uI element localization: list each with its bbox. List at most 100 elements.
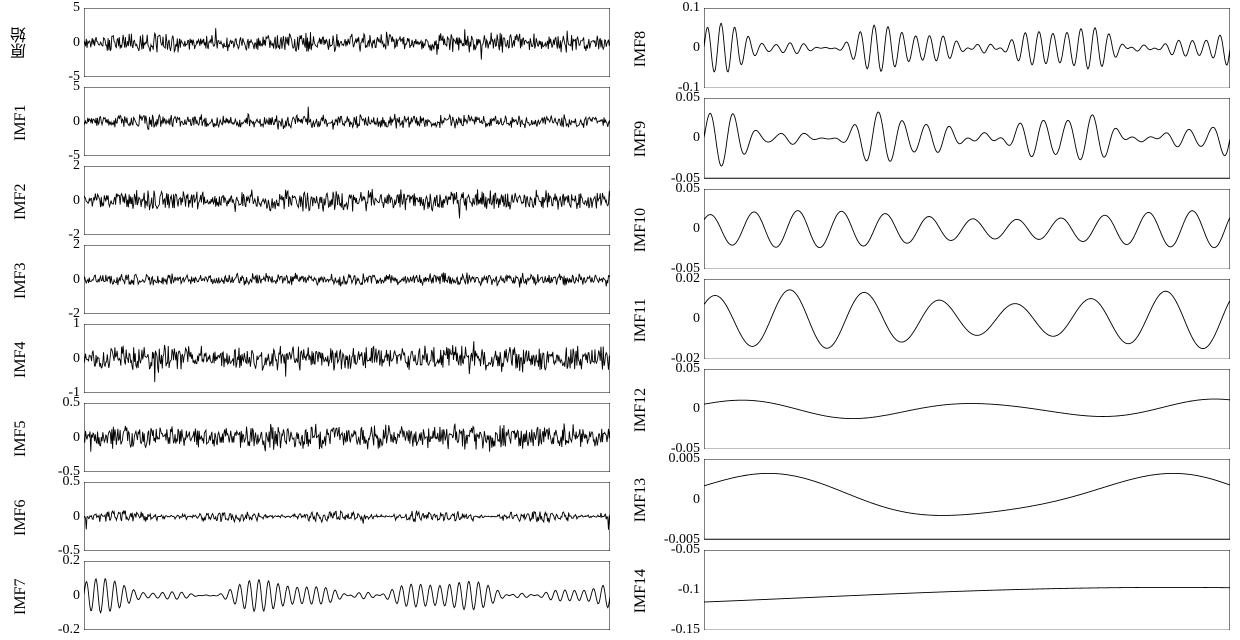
ytick: 0.05 <box>676 181 701 197</box>
signal-imf13 <box>704 474 1230 516</box>
signal-imf12 <box>704 399 1230 419</box>
yticks-imf10: -0.0500.05 <box>658 185 704 275</box>
panel-imf7: IMF7-0.200.2 <box>4 557 610 636</box>
yticks-orig: -505 <box>38 4 84 83</box>
signal-orig <box>84 28 610 59</box>
plot-imf14 <box>704 546 1230 636</box>
yticks-imf4: -101 <box>38 320 84 399</box>
ylabel-imf4: IMF4 <box>4 320 38 399</box>
plot-imf5 <box>84 399 610 478</box>
signal-imf3 <box>84 272 610 287</box>
panel-imf13: IMF13-0.00500.005 <box>624 455 1230 545</box>
ytick: 2 <box>73 158 80 174</box>
yticks-imf8: -0.100.1 <box>658 4 704 94</box>
panel-imf11: IMF11-0.0200.02 <box>624 275 1230 365</box>
signal-imf14 <box>704 587 1230 602</box>
left-column: 原始-505IMF1-505IMF2-202IMF3-202IMF4-101IM… <box>0 0 620 640</box>
ytick: 0 <box>73 35 80 51</box>
ylabel-imf13: IMF13 <box>624 455 658 545</box>
signal-imf1 <box>84 107 610 130</box>
ylabel-imf12: IMF12 <box>624 365 658 455</box>
ylabel-imf6: IMF6 <box>4 478 38 557</box>
right-column: IMF8-0.100.1IMF9-0.0500.05IMF10-0.0500.0… <box>620 0 1240 640</box>
panel-imf8: IMF8-0.100.1 <box>624 4 1230 94</box>
panel-imf12: IMF12-0.0500.05 <box>624 365 1230 455</box>
signal-imf5 <box>84 423 610 451</box>
ytick: 0 <box>73 351 80 367</box>
panel-orig: 原始-505 <box>4 4 610 83</box>
ytick: 0.5 <box>63 395 81 411</box>
ytick: 5 <box>73 0 80 16</box>
ylabel-imf7: IMF7 <box>4 557 38 636</box>
yticks-imf1: -505 <box>38 83 84 162</box>
yticks-imf9: -0.0500.05 <box>658 94 704 184</box>
ytick: 0 <box>693 401 700 417</box>
signal-imf9 <box>704 112 1230 166</box>
ytick: 0 <box>73 509 80 525</box>
ytick: 0 <box>73 114 80 130</box>
plot-imf7 <box>84 557 610 636</box>
signal-imf7 <box>84 579 610 613</box>
ytick: 0.02 <box>676 271 701 287</box>
signal-imf8 <box>704 23 1230 71</box>
ylabel-imf1: IMF1 <box>4 83 38 162</box>
plot-imf3 <box>84 241 610 320</box>
ytick: 0 <box>693 311 700 327</box>
ylabel-imf2: IMF2 <box>4 162 38 241</box>
plot-imf4 <box>84 320 610 399</box>
signal-imf4 <box>84 341 610 382</box>
panel-imf5: IMF5-0.500.5 <box>4 399 610 478</box>
ytick: 0.5 <box>63 474 81 490</box>
ytick: 0 <box>73 588 80 604</box>
panel-imf10: IMF10-0.0500.05 <box>624 185 1230 275</box>
ytick: 0 <box>73 193 80 209</box>
ytick: 0.05 <box>676 90 701 106</box>
plot-imf9 <box>704 94 1230 184</box>
signal-imf2 <box>84 189 610 218</box>
ytick: 0.1 <box>683 0 701 16</box>
ylabel-imf10: IMF10 <box>624 185 658 275</box>
panel-imf14: IMF14-0.15-0.1-0.05 <box>624 546 1230 636</box>
ylabel-imf11: IMF11 <box>624 275 658 365</box>
plot-orig <box>84 4 610 83</box>
panel-imf6: IMF6-0.500.5 <box>4 478 610 557</box>
plot-imf12 <box>704 365 1230 455</box>
plot-imf11 <box>704 275 1230 365</box>
yticks-imf13: -0.00500.005 <box>658 455 704 545</box>
ytick: 5 <box>73 79 80 95</box>
yticks-imf12: -0.0500.05 <box>658 365 704 455</box>
plot-imf6 <box>84 478 610 557</box>
ytick: 0 <box>693 130 700 146</box>
panel-imf9: IMF9-0.0500.05 <box>624 94 1230 184</box>
plot-imf1 <box>84 83 610 162</box>
yticks-imf5: -0.500.5 <box>38 399 84 478</box>
plot-imf8 <box>704 4 1230 94</box>
ytick: 0 <box>73 430 80 446</box>
ytick: -0.1 <box>678 582 700 598</box>
plot-imf13 <box>704 455 1230 545</box>
panel-imf1: IMF1-505 <box>4 83 610 162</box>
panel-imf2: IMF2-202 <box>4 162 610 241</box>
plot-imf10 <box>704 185 1230 275</box>
ytick: 0 <box>693 40 700 56</box>
ytick: -0.05 <box>671 542 700 558</box>
signal-imf6 <box>84 510 610 529</box>
imf-grid: 原始-505IMF1-505IMF2-202IMF3-202IMF4-101IM… <box>0 0 1240 640</box>
ytick: 0 <box>693 492 700 508</box>
yticks-imf14: -0.15-0.1-0.05 <box>658 546 704 636</box>
ytick: -0.15 <box>671 622 700 638</box>
yticks-imf3: -202 <box>38 241 84 320</box>
plot-imf2 <box>84 162 610 241</box>
ytick: 0 <box>693 221 700 237</box>
ytick: 0 <box>73 272 80 288</box>
ylabel-imf14: IMF14 <box>624 546 658 636</box>
ylabel-imf9: IMF9 <box>624 94 658 184</box>
ylabel-imf3: IMF3 <box>4 241 38 320</box>
ytick: 0.005 <box>669 451 701 467</box>
yticks-imf2: -202 <box>38 162 84 241</box>
signal-imf11 <box>704 290 1230 349</box>
ylabel-orig: 原始 <box>4 4 38 83</box>
ylabel-imf5: IMF5 <box>4 399 38 478</box>
panel-imf3: IMF3-202 <box>4 241 610 320</box>
ytick: -0.2 <box>58 622 80 638</box>
